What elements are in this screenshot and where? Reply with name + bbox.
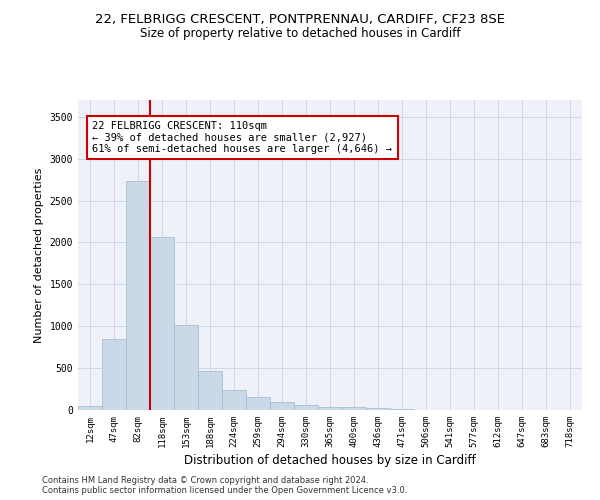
Text: 22, FELBRIGG CRESCENT, PONTPRENNAU, CARDIFF, CF23 8SE: 22, FELBRIGG CRESCENT, PONTPRENNAU, CARD… (95, 12, 505, 26)
Bar (342, 408, 366, 410)
Bar (78, 406, 102, 410)
Text: Contains public sector information licensed under the Open Government Licence v3: Contains public sector information licen… (42, 486, 407, 495)
Text: Size of property relative to detached houses in Cardiff: Size of property relative to detached ho… (140, 28, 460, 40)
Text: Contains HM Land Registry data © Crown copyright and database right 2024.: Contains HM Land Registry data © Crown c… (42, 476, 368, 485)
Bar (150, 238, 174, 410)
Bar (198, 372, 222, 410)
Bar (102, 339, 126, 410)
Y-axis label: Number of detached properties: Number of detached properties (34, 168, 44, 342)
Bar (126, 182, 150, 410)
Bar (222, 390, 246, 410)
Bar (318, 406, 342, 410)
Bar (390, 409, 414, 410)
Bar (174, 324, 198, 410)
Bar (270, 402, 294, 410)
Bar (246, 397, 270, 410)
Bar (294, 405, 318, 410)
Text: 22 FELBRIGG CRESCENT: 110sqm
← 39% of detached houses are smaller (2,927)
61% of: 22 FELBRIGG CRESCENT: 110sqm ← 39% of de… (92, 121, 392, 154)
Bar (366, 408, 390, 410)
X-axis label: Distribution of detached houses by size in Cardiff: Distribution of detached houses by size … (184, 454, 476, 467)
